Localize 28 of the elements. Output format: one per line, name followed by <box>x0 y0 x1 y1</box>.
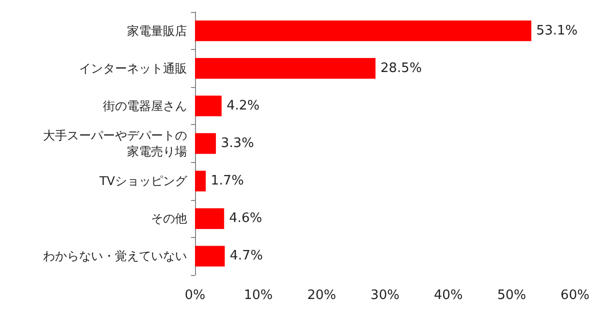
x-tick-label: 10% <box>244 288 273 303</box>
data-label: 28.5% <box>380 60 422 76</box>
y-tick-label: わからない・覚えていない <box>43 249 187 264</box>
bar <box>195 170 206 192</box>
y-tick-label: TVショッピング <box>98 174 188 188</box>
data-label: 1.7% <box>210 174 244 189</box>
y-tick-label: インターネット通販 <box>79 61 187 76</box>
bar <box>195 208 224 229</box>
data-label: 53.1% <box>536 23 578 38</box>
bar <box>195 58 376 79</box>
x-tick-label: 30% <box>370 288 400 303</box>
data-label: 4.2% <box>226 98 260 114</box>
bar <box>195 20 532 42</box>
bar <box>195 96 222 116</box>
x-tick-label: 50% <box>497 288 526 303</box>
x-tick-label: 60% <box>560 288 590 303</box>
data-label: 4.6% <box>229 211 262 226</box>
y-tick-label: その他 <box>151 212 187 226</box>
x-tick-label: 20% <box>307 288 336 303</box>
y-tick-label: 家電量販店 <box>127 24 187 38</box>
data-label: 3.3% <box>220 136 254 151</box>
bar <box>195 246 225 267</box>
y-tick-label: 大手スーパーやデパートの家電売り場 <box>43 128 187 158</box>
y-tick-label: 街の電器屋さん <box>103 98 187 113</box>
bar <box>195 133 216 154</box>
data-label: 4.7% <box>230 248 263 264</box>
x-tick-label: 0% <box>184 288 206 303</box>
x-tick-label: 40% <box>434 288 463 303</box>
